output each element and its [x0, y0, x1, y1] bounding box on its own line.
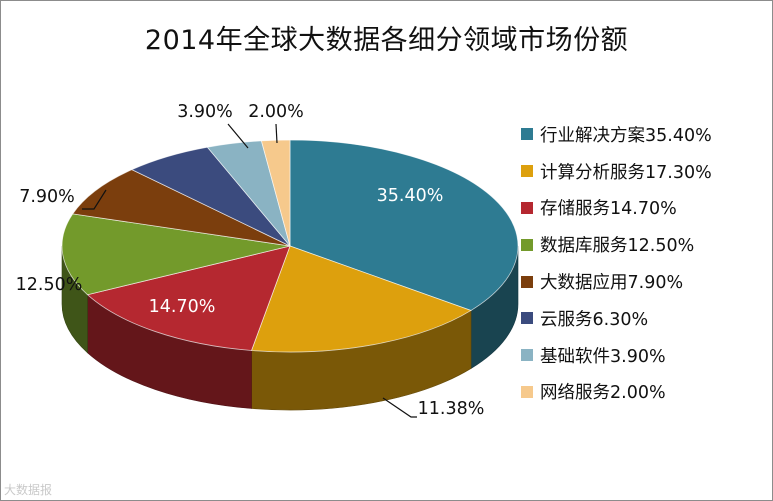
legend: 行业解决方案35.40% 计算分析服务17.30% 存储服务14.70% 数据库…: [521, 116, 771, 410]
legend-item: 云服务6.30%: [521, 300, 771, 337]
legend-item: 大数据应用7.90%: [521, 263, 771, 300]
legend-swatch: [521, 128, 533, 141]
legend-item: 存储服务14.70%: [521, 190, 771, 227]
legend-label: 行业解决方案35.40%: [540, 125, 712, 146]
pie-slice: [61, 213, 291, 296]
legend-item: 行业解决方案35.40%: [521, 116, 771, 153]
legend-item: 网络服务2.00%: [521, 374, 771, 411]
data-labels: 35.40% 11.38% 14.70% 12.50% 7.90% 3.90% 2.00%: [16, 102, 485, 419]
watermark-logo: 大数据报: [4, 483, 53, 497]
pie-slices: [61, 139, 519, 353]
legend-item: 计算分析服务17.30%: [521, 153, 771, 190]
legend-label: 大数据应用7.90%: [540, 273, 684, 294]
leader-line: [227, 123, 249, 149]
pie-slice: [86, 245, 291, 351]
legend-swatch: [521, 349, 533, 362]
legend-swatch: [521, 165, 533, 178]
data-label: 12.50%: [16, 275, 83, 295]
data-label: 14.70%: [149, 297, 216, 317]
legend-swatch: [521, 385, 533, 398]
data-label: 2.00%: [248, 102, 304, 122]
data-label: 35.40%: [377, 186, 444, 206]
legend-item: 数据库服务12.50%: [521, 226, 771, 263]
legend-label: 计算分析服务17.30%: [540, 162, 712, 183]
pie-slice: [289, 139, 519, 311]
legend-swatch: [521, 238, 533, 251]
legend-label: 网络服务2.00%: [540, 383, 666, 404]
legend-swatch: [521, 312, 533, 325]
legend-swatch: [521, 201, 533, 214]
legend-label: 存储服务14.70%: [540, 199, 677, 220]
legend-swatch: [521, 275, 533, 288]
legend-item: 基础软件3.90%: [521, 337, 771, 374]
leader-line: [382, 397, 417, 418]
data-label: 7.90%: [19, 187, 75, 207]
legend-label: 云服务6.30%: [540, 309, 649, 330]
leader-line: [82, 189, 107, 210]
pie-slice: [250, 245, 472, 353]
data-label: 3.90%: [177, 102, 233, 122]
legend-label: 基础软件3.90%: [540, 346, 666, 367]
pie-slice: [72, 169, 291, 247]
data-label: 11.38%: [418, 399, 485, 419]
leader-line: [275, 123, 278, 144]
legend-label: 数据库服务12.50%: [540, 236, 695, 257]
chart-title: 2014年全球大数据各细分领域市场份额: [144, 25, 629, 56]
pie-slice: [260, 139, 291, 247]
